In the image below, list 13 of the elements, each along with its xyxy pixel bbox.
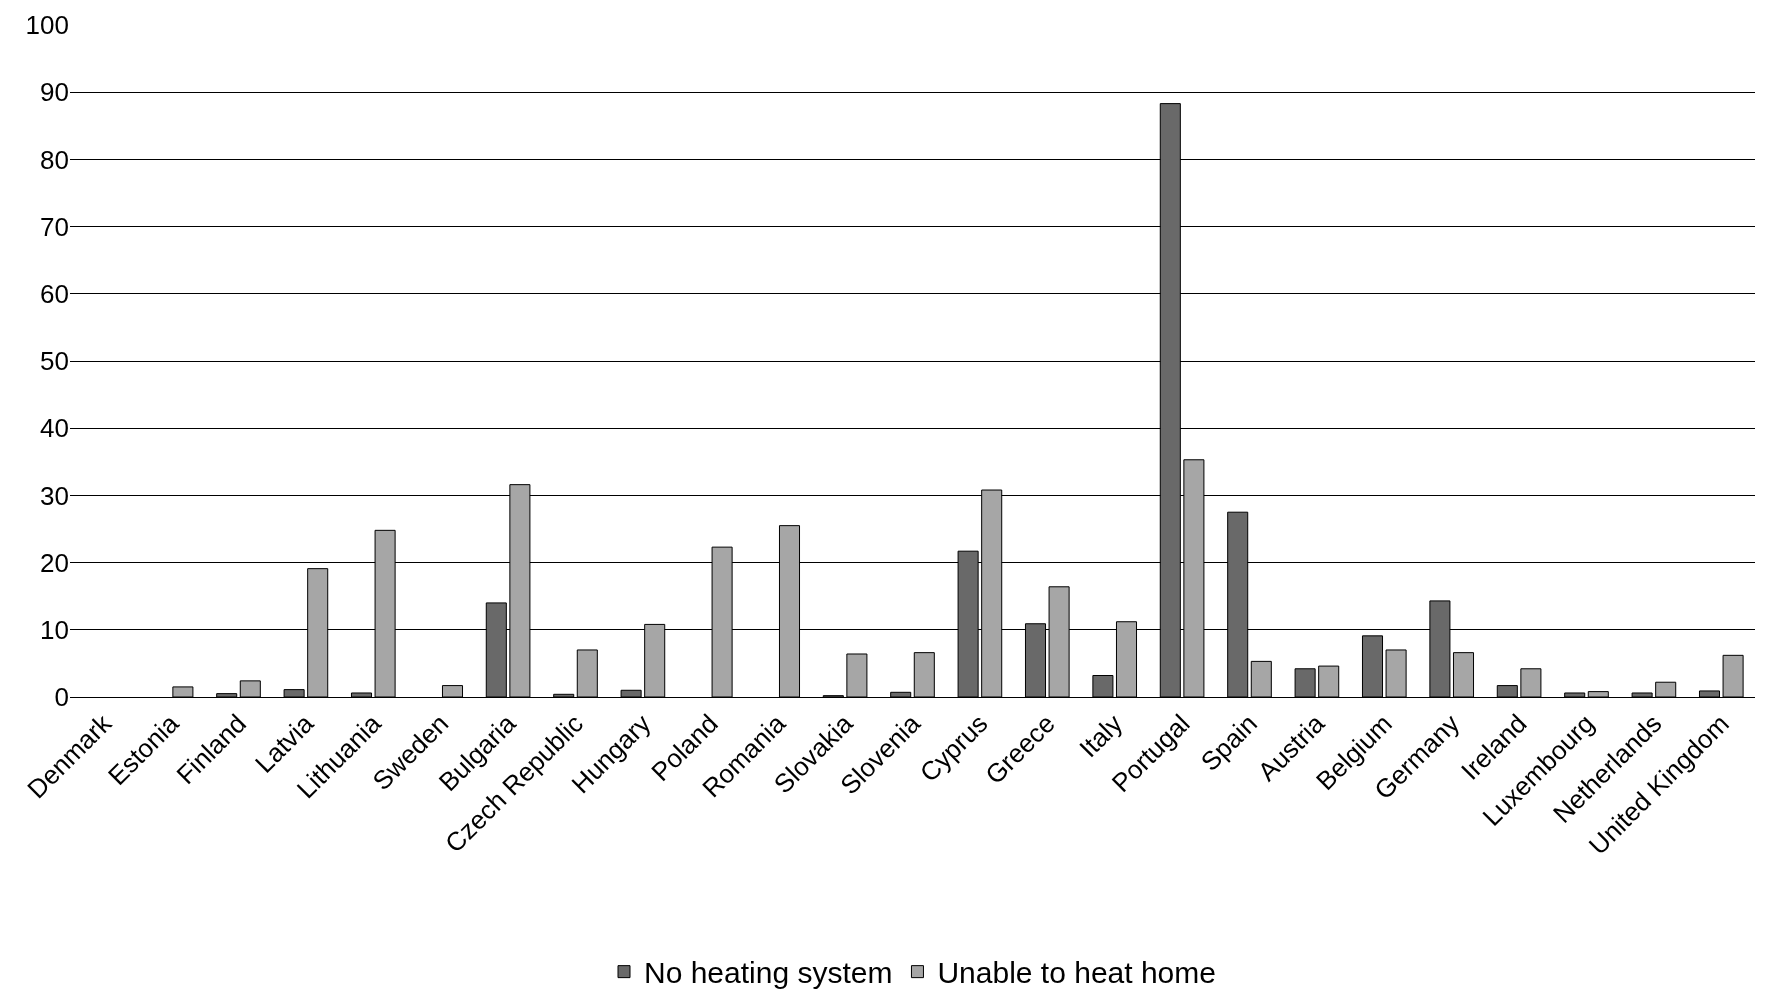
legend-label: Unable to heat home [937, 956, 1216, 990]
y-tick-label: 40 [40, 413, 69, 444]
legend-label: No heating system [644, 956, 893, 990]
y-tick-label: 20 [40, 547, 69, 578]
y-tick-label: 100 [25, 10, 69, 41]
y-tick-label: 50 [40, 346, 69, 377]
y-tick-label: 60 [40, 278, 69, 309]
y-tick-label: 80 [40, 144, 69, 175]
y-tick-label: 10 [40, 614, 69, 645]
y-tick-label: 70 [40, 211, 69, 242]
y-tick-label: 0 [54, 682, 69, 713]
y-tick-label: 90 [40, 77, 69, 108]
y-tick-label: 30 [40, 480, 69, 511]
